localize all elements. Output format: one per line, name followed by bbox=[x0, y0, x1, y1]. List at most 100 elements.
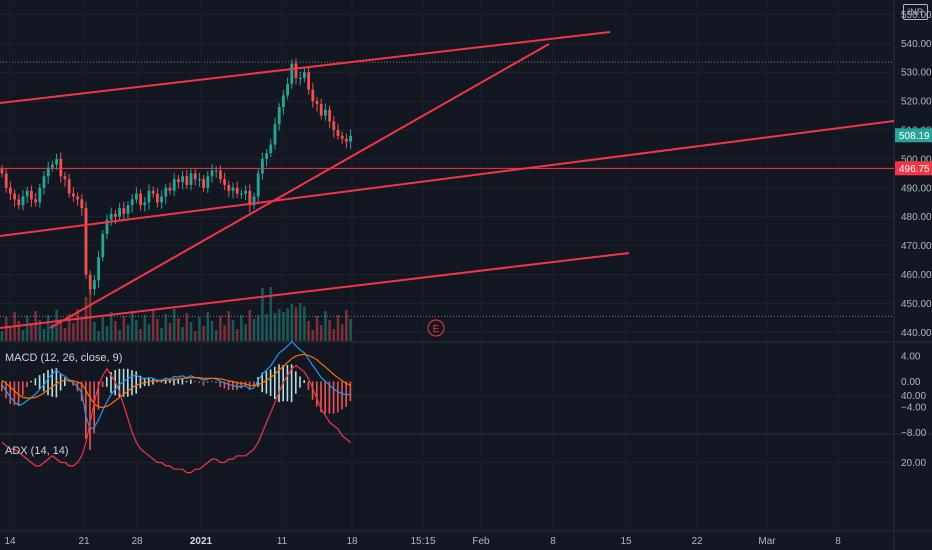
candle-body[interactable] bbox=[114, 213, 117, 217]
candle-body[interactable] bbox=[311, 89, 315, 102]
candle-body[interactable] bbox=[198, 179, 201, 181]
candle-body[interactable] bbox=[269, 144, 273, 154]
candle-body[interactable] bbox=[206, 176, 210, 188]
macd-signal-line[interactable] bbox=[1, 353, 351, 409]
candle-body[interactable] bbox=[109, 213, 113, 220]
candle-body[interactable] bbox=[282, 95, 285, 107]
candle-body[interactable] bbox=[38, 187, 42, 203]
candle-body[interactable] bbox=[0, 169, 4, 174]
candle-body[interactable] bbox=[332, 121, 336, 131]
candle-body[interactable] bbox=[210, 170, 214, 177]
candle-body[interactable] bbox=[172, 179, 176, 191]
candle-body[interactable] bbox=[286, 83, 289, 96]
candle-body[interactable] bbox=[9, 187, 12, 194]
candle-body[interactable] bbox=[101, 234, 105, 258]
candle-body[interactable] bbox=[277, 106, 281, 125]
macd-legend[interactable]: MACD (12, 26, close, 9) bbox=[5, 348, 122, 366]
candle-body[interactable] bbox=[227, 184, 231, 191]
candle-body[interactable] bbox=[248, 190, 252, 206]
candle-body[interactable] bbox=[46, 167, 50, 177]
candle-body[interactable] bbox=[67, 179, 71, 194]
candle-body[interactable] bbox=[42, 176, 46, 188]
macd-histogram-bar bbox=[26, 381, 28, 388]
candle-body[interactable] bbox=[63, 176, 67, 180]
candle-body[interactable] bbox=[185, 176, 189, 185]
candle-body[interactable] bbox=[118, 208, 121, 217]
mid-channel-trendline[interactable] bbox=[0, 120, 895, 237]
candle-body[interactable] bbox=[315, 101, 319, 105]
candle-body[interactable] bbox=[244, 190, 247, 194]
candle-body[interactable] bbox=[223, 179, 226, 185]
candle-body[interactable] bbox=[273, 124, 277, 145]
volume-bar bbox=[315, 316, 319, 341]
candle-body[interactable] bbox=[340, 135, 344, 139]
candle-body[interactable] bbox=[202, 179, 205, 188]
candle-body[interactable] bbox=[336, 130, 340, 136]
rising-support-trendline[interactable] bbox=[49, 43, 550, 329]
candle-body[interactable] bbox=[164, 187, 168, 197]
candle-body[interactable] bbox=[177, 179, 180, 183]
candle-body[interactable] bbox=[324, 109, 327, 116]
candle-body[interactable] bbox=[139, 193, 142, 206]
candle-body[interactable] bbox=[328, 109, 331, 122]
candle-body[interactable] bbox=[51, 164, 54, 168]
candle-body[interactable] bbox=[143, 202, 147, 206]
candle-body[interactable] bbox=[168, 187, 172, 191]
lower-channel-trendline[interactable] bbox=[0, 252, 630, 329]
candle-body[interactable] bbox=[151, 190, 155, 194]
macd-histogram-bar bbox=[127, 368, 129, 397]
candle-body[interactable] bbox=[17, 199, 21, 206]
macd-histogram-bar bbox=[290, 364, 293, 403]
candle-body[interactable] bbox=[307, 72, 310, 90]
candle-body[interactable] bbox=[25, 190, 29, 197]
candle-body[interactable] bbox=[126, 205, 130, 214]
candle-body[interactable] bbox=[88, 274, 92, 289]
candle-body[interactable] bbox=[21, 196, 25, 206]
upper-channel-trendline[interactable] bbox=[0, 31, 611, 104]
candle-body[interactable] bbox=[156, 193, 159, 203]
adx-legend[interactable]: ADX (14, 14) bbox=[5, 441, 69, 459]
candle-body[interactable] bbox=[298, 78, 302, 80]
candle-body[interactable] bbox=[4, 173, 8, 188]
candle-body[interactable] bbox=[59, 158, 63, 177]
candle-body[interactable] bbox=[160, 196, 163, 203]
earnings-marker-icon[interactable] bbox=[427, 319, 445, 337]
candle-body[interactable] bbox=[147, 190, 151, 203]
candle-body[interactable] bbox=[319, 104, 323, 116]
candle-body[interactable] bbox=[130, 199, 134, 206]
candle-body[interactable] bbox=[84, 208, 88, 275]
candle-body[interactable] bbox=[231, 187, 235, 191]
candle-body[interactable] bbox=[349, 135, 352, 142]
candle-body[interactable] bbox=[303, 72, 306, 79]
adx-line[interactable] bbox=[1, 364, 351, 474]
candle-body[interactable] bbox=[181, 176, 184, 183]
candle-body[interactable] bbox=[13, 193, 16, 200]
candle-body[interactable] bbox=[261, 158, 264, 174]
candle-body[interactable] bbox=[76, 196, 79, 200]
candle-body[interactable] bbox=[30, 190, 33, 200]
candle-body[interactable] bbox=[345, 138, 348, 142]
candle-body[interactable] bbox=[256, 173, 260, 197]
candle-body[interactable] bbox=[97, 257, 100, 281]
candle-body[interactable] bbox=[55, 158, 58, 165]
candle-body[interactable] bbox=[72, 193, 75, 197]
candle-body[interactable] bbox=[193, 173, 197, 180]
candle-body[interactable] bbox=[189, 173, 193, 185]
candle-body[interactable] bbox=[235, 187, 239, 194]
candle-body[interactable] bbox=[122, 208, 126, 214]
candle-body[interactable] bbox=[93, 280, 96, 289]
candle-body[interactable] bbox=[135, 193, 138, 200]
candle-body[interactable] bbox=[240, 193, 243, 195]
candle-body[interactable] bbox=[252, 196, 256, 206]
macd-line[interactable] bbox=[1, 340, 351, 430]
candle-body[interactable] bbox=[290, 63, 294, 84]
candle-body[interactable] bbox=[80, 199, 84, 209]
candle-body[interactable] bbox=[265, 153, 268, 159]
candle-body[interactable] bbox=[294, 63, 298, 79]
candle-body[interactable] bbox=[105, 219, 109, 235]
candle-body[interactable] bbox=[219, 170, 222, 180]
candle-body[interactable] bbox=[214, 170, 218, 172]
currency-badge[interactable]: INR bbox=[903, 4, 928, 20]
candle-body[interactable] bbox=[34, 199, 37, 203]
